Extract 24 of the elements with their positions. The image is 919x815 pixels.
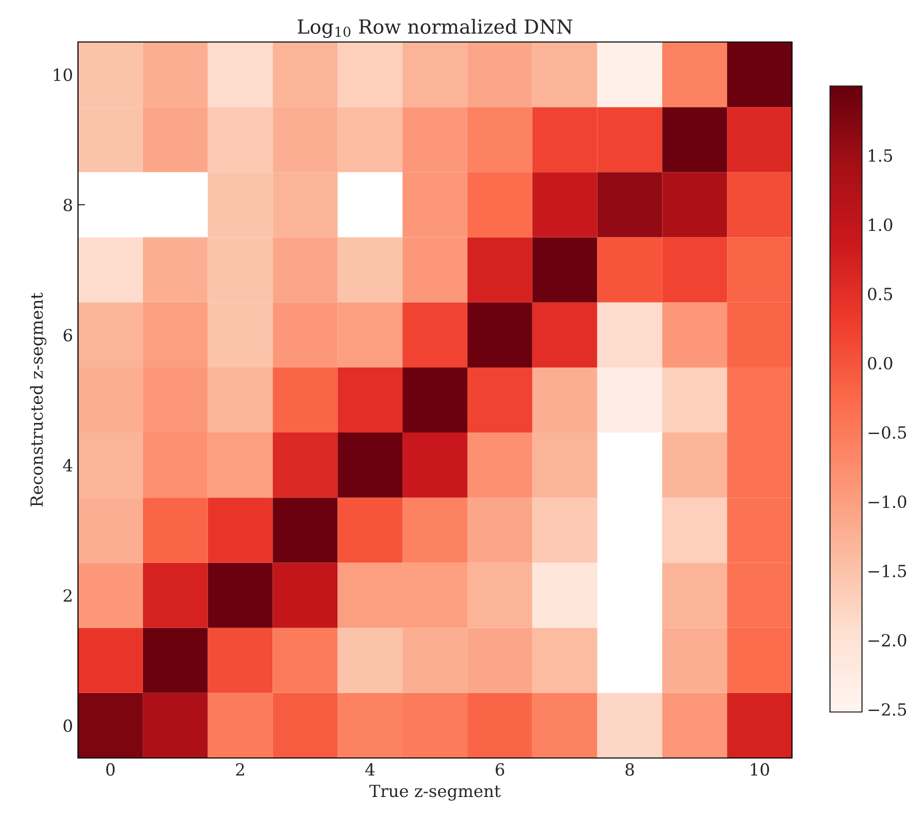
y-tick-label: 10 — [54, 68, 72, 82]
x-tick-label: 8 — [626, 763, 634, 776]
y-tick-label: 6 — [64, 328, 72, 342]
color-bar-label: −0.5 — [868, 426, 906, 439]
y-axis-title: Reconstructed z-segment — [30, 292, 46, 507]
color-bar-label: −2.0 — [868, 634, 906, 647]
y-tick-label: 8 — [64, 198, 72, 212]
color-bar-label: 1.5 — [868, 149, 892, 162]
x-tick-label: 4 — [365, 763, 375, 776]
color-bar-label: −1.5 — [868, 564, 906, 578]
x-tick-label: 2 — [236, 763, 244, 776]
y-tick-label: 4 — [63, 459, 72, 472]
color-bar-label: 1.0 — [868, 218, 892, 232]
x-tick-label: 0 — [106, 763, 115, 776]
chart-title: Log$_{10}$ Row normalized DNN — [298, 18, 572, 38]
x-tick-label: 10 — [750, 763, 770, 776]
color-bar-label: 0.5 — [868, 288, 892, 300]
y-tick-label: 2 — [64, 589, 72, 602]
color-bar-label: −2.5 — [868, 703, 906, 716]
color-bar-label: −1.0 — [868, 495, 906, 508]
x-tick-label: 6 — [496, 763, 504, 776]
color-bar-label: 0.0 — [868, 356, 892, 370]
y-tick-label: 0 — [64, 719, 72, 732]
x-axis-title: True z-segment — [369, 784, 501, 801]
